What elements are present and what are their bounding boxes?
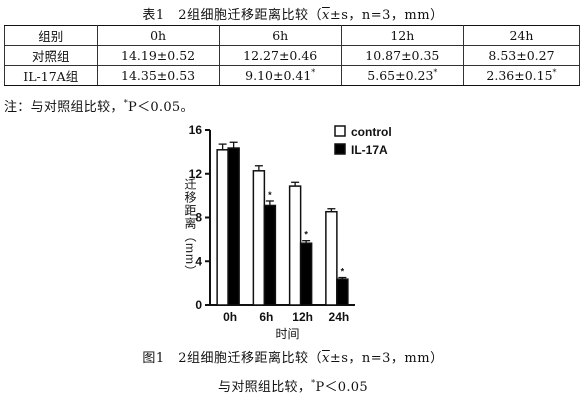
figure-caption-suffix: ±s，n=3，mm） — [329, 351, 444, 366]
y-tick-label: 4 — [195, 254, 202, 268]
table-header-6h: 6h — [218, 25, 342, 46]
legend-swatch — [334, 143, 346, 155]
x-tick-label: 6h — [259, 310, 273, 324]
il17a-bar — [299, 242, 313, 306]
table-note: 注：与对照组比较，*P＜0.05。 — [4, 98, 194, 115]
table-header-24h: 24h — [462, 25, 581, 46]
control-bar — [325, 210, 338, 306]
il17a-bar — [263, 204, 277, 306]
y-tick-label: 16 — [189, 123, 203, 137]
significance-mark: * — [268, 190, 272, 200]
table-cell: 2.36±0.15* — [462, 65, 581, 86]
figure-caption-prefix: 图1 2组细胞迁移距离比较（ — [142, 351, 322, 366]
data-table: 组别 0h 6h 12h 24h 对照组 14.19±0.52 12.27±0.… — [4, 25, 581, 86]
table-cell-group: 对照组 — [4, 45, 98, 66]
control-bar — [216, 149, 229, 306]
control-bar — [288, 185, 302, 306]
x-tick-label: 24h — [329, 310, 350, 324]
table-row: IL-17A组 14.35±0.53 9.10±0.41* 5.65±0.23*… — [4, 65, 581, 86]
table-header-row: 组别 0h 6h 12h 24h — [4, 25, 581, 46]
il17a-bar — [336, 278, 349, 306]
legend-label: IL-17A — [351, 143, 388, 157]
table-cell: 8.53±0.27 — [462, 45, 581, 66]
significance-mark: * — [304, 230, 308, 240]
y-tick-label: 0 — [195, 298, 202, 312]
table-header-group: 组别 — [4, 25, 98, 46]
x-tick-label: 0h — [223, 310, 237, 324]
table-caption-prefix: 表1 2组细胞迁移距离比较（ — [142, 8, 322, 23]
x-axis-label: 时间 — [275, 327, 299, 341]
figure-caption: 图1 2组细胞迁移距离比较（x±s，n=3，mm） — [0, 347, 586, 366]
bar-chart: 0 4 8 12 16 迁移距离（mm） 0h * 6h * 12h * 24h 时间 control IL-… — [183, 123, 392, 341]
y-tick-label: 8 — [195, 211, 202, 225]
table-caption: 表1 2组细胞迁移距离比较（x±s，n=3，mm） — [0, 4, 586, 23]
il17a-bar — [227, 147, 240, 306]
table-row: 对照组 14.19±0.52 12.27±0.46 10.87±0.35 8.5… — [4, 45, 581, 66]
y-tick-label: 12 — [189, 167, 203, 181]
legend-swatch — [334, 125, 346, 137]
figure-note: 与对照组比较，*P＜0.05 — [218, 378, 368, 395]
table-cell: 14.35±0.53 — [96, 65, 220, 86]
figure-caption-xbar: x — [321, 351, 330, 366]
x-tick-label: 12h — [292, 310, 313, 324]
table-cell: 14.19±0.52 — [96, 45, 220, 66]
significance-mark: * — [341, 267, 345, 277]
table-cell: 9.10±0.41* — [218, 65, 342, 86]
control-bar — [252, 170, 266, 306]
table-header-0h: 0h — [96, 25, 220, 46]
table-cell-group: IL-17A组 — [4, 65, 98, 86]
table-header-12h: 12h — [340, 25, 464, 46]
table-cell: 5.65±0.23* — [340, 65, 464, 86]
table-caption-xbar: x — [321, 8, 330, 23]
table-cell: 10.87±0.35 — [340, 45, 464, 66]
legend-label: control — [351, 125, 392, 139]
table-caption-suffix: ±s，n=3，mm） — [329, 8, 444, 23]
table-cell: 12.27±0.46 — [218, 45, 342, 66]
y-axis-label: 迁移距离（mm） — [183, 178, 197, 278]
